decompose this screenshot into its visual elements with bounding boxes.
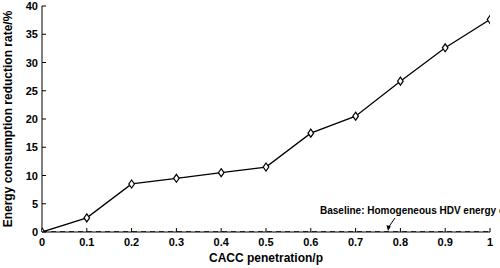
- marker: [84, 214, 90, 222]
- x-tick-label: 0.1: [79, 236, 94, 248]
- x-tick: [131, 228, 132, 232]
- y-tick-label: 20: [26, 113, 38, 125]
- marker: [129, 180, 135, 188]
- marker: [487, 16, 490, 24]
- x-tick-label: 0.4: [214, 236, 230, 248]
- marker: [308, 129, 314, 137]
- x-tick-label: 0.9: [438, 236, 453, 248]
- x-tick: [176, 228, 177, 232]
- y-tick: [42, 6, 46, 7]
- x-axis-label: CACC penetration/p: [209, 251, 323, 265]
- annotation-arrowhead: [387, 225, 391, 231]
- y-tick-label: 10: [26, 170, 38, 182]
- x-tick-label: 0.6: [303, 236, 318, 248]
- annotation: Baseline: Homogeneous HDV energy consump…: [320, 205, 500, 216]
- y-tick-label: 0: [32, 226, 38, 238]
- y-tick-label: 15: [26, 141, 38, 153]
- x-tick: [310, 228, 311, 232]
- marker: [442, 44, 448, 52]
- marker: [218, 169, 224, 177]
- marker: [263, 163, 269, 171]
- y-tick-label: 25: [26, 85, 38, 97]
- plot-data: [42, 16, 490, 232]
- x-tick-label: 0.2: [124, 236, 139, 248]
- chart: 0 5 10 15 20 25 30 35 40 0 0.1 0.2 0.3 0.4 0.5 0.6 0.7 0.…: [0, 0, 500, 268]
- marker: [398, 77, 404, 85]
- y-tick: [42, 175, 46, 176]
- marker: [353, 112, 359, 120]
- y-axis-label: Energy consumption reduction rate/%: [1, 10, 15, 227]
- y-tick-label: 30: [26, 57, 38, 69]
- y-tick: [42, 62, 46, 63]
- x-tick: [221, 228, 222, 232]
- y-tick: [42, 147, 46, 148]
- x-tick: [490, 228, 491, 232]
- x-tick: [400, 228, 401, 232]
- y-tick: [42, 34, 46, 35]
- y-tick-label: 5: [32, 198, 38, 210]
- marker: [174, 174, 180, 182]
- x-tick-label: 0.8: [393, 236, 408, 248]
- x-tick-label: 0.3: [169, 236, 184, 248]
- x-tick-label: 1: [487, 236, 493, 248]
- y-tick: [42, 203, 46, 204]
- x-tick: [445, 228, 446, 232]
- y-tick: [42, 90, 46, 91]
- x-tick: [355, 228, 356, 232]
- x-tick-label: 0.5: [258, 236, 273, 248]
- x-tick-label: 0.7: [348, 236, 363, 248]
- series-line: [42, 20, 490, 232]
- y-tick: [42, 119, 46, 120]
- y-tick-label: 40: [26, 0, 38, 12]
- x-tick-label: 0: [39, 236, 45, 248]
- series-line: [42, 231, 490, 232]
- y-tick-label: 35: [26, 28, 38, 40]
- x-tick: [266, 228, 267, 232]
